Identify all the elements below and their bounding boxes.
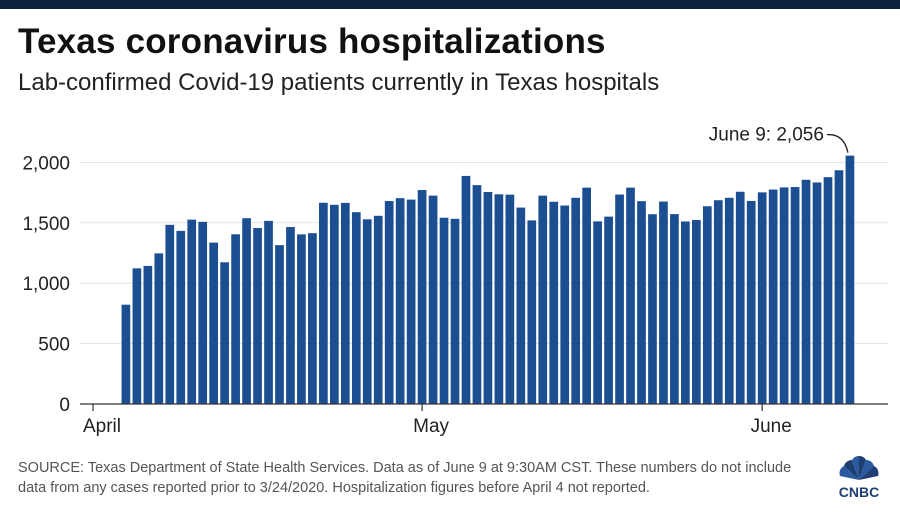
y-tick-label: 1,000 [22, 274, 70, 295]
bar [768, 189, 778, 404]
bar [812, 182, 822, 404]
bar [209, 242, 219, 404]
bar [801, 179, 811, 404]
bar [571, 197, 581, 404]
bar [220, 262, 229, 404]
cnbc-logo-icon: CNBC [839, 455, 879, 500]
bar [702, 206, 712, 404]
bar [516, 207, 526, 404]
bar [143, 265, 153, 404]
bar [538, 195, 548, 404]
logo-text: CNBC [839, 484, 879, 500]
bar [132, 268, 142, 404]
bar [834, 170, 844, 404]
bar [637, 201, 646, 404]
bar [297, 234, 306, 404]
bar [439, 217, 449, 404]
bar [198, 221, 208, 404]
annotation-leader-line [826, 133, 849, 153]
bar [670, 214, 679, 404]
bar [253, 227, 262, 404]
bar [494, 194, 504, 404]
bar [165, 224, 175, 404]
x-tick-label: May [413, 416, 449, 437]
bar [845, 155, 855, 404]
bar [790, 187, 800, 404]
bar [582, 187, 591, 404]
chart-subtitle: Lab-confirmed Covid-19 patients currentl… [18, 69, 660, 96]
bar-chart: 0 500 1,000 1,500 2,000 April May June June 9: 2… [22, 125, 888, 437]
bar [308, 233, 317, 404]
bar [242, 218, 251, 404]
bar [406, 199, 416, 404]
bar [121, 304, 131, 404]
bar [483, 191, 493, 404]
bar [713, 200, 723, 404]
bar [648, 214, 657, 404]
x-tick-label: April [83, 416, 121, 437]
y-tick-label: 500 [38, 335, 70, 356]
bar [604, 216, 613, 404]
bar [319, 202, 328, 404]
bar [681, 221, 690, 404]
bar [395, 198, 405, 404]
bar [659, 201, 668, 404]
bar [626, 187, 635, 404]
y-tick-label: 1,500 [22, 214, 70, 235]
chart-title: Texas coronavirus hospitalizations [18, 22, 606, 61]
y-tick-label: 2,000 [22, 153, 70, 174]
bar [264, 220, 273, 404]
bar [286, 227, 295, 404]
bar [779, 187, 789, 404]
bar [560, 205, 570, 404]
bar [461, 175, 471, 404]
bar [384, 201, 394, 404]
bar [154, 253, 164, 404]
bar [275, 245, 284, 404]
bar [735, 191, 745, 404]
bar [472, 185, 482, 404]
bar [362, 219, 372, 404]
top-accent-bar [0, 0, 900, 9]
bar [373, 215, 383, 404]
bar [329, 204, 339, 404]
bar [450, 218, 460, 404]
bar [176, 230, 186, 404]
bar [417, 190, 427, 404]
bar [724, 197, 734, 404]
annotation-label: June 9: 2,056 [709, 125, 824, 146]
bar [823, 177, 833, 404]
bar [593, 221, 602, 404]
bar [505, 194, 515, 404]
y-tick-label: 0 [59, 395, 70, 416]
bar [340, 202, 350, 404]
bar [187, 219, 197, 404]
bar [757, 192, 767, 404]
bar [549, 201, 559, 404]
bar [527, 220, 537, 404]
bar [692, 220, 701, 404]
bar [231, 234, 240, 404]
bar [428, 195, 438, 404]
x-tick-label: June [751, 416, 792, 437]
bar [746, 200, 756, 404]
bar [351, 212, 361, 404]
source-note: SOURCE: Texas Department of State Health… [18, 460, 792, 496]
bar [615, 194, 624, 404]
